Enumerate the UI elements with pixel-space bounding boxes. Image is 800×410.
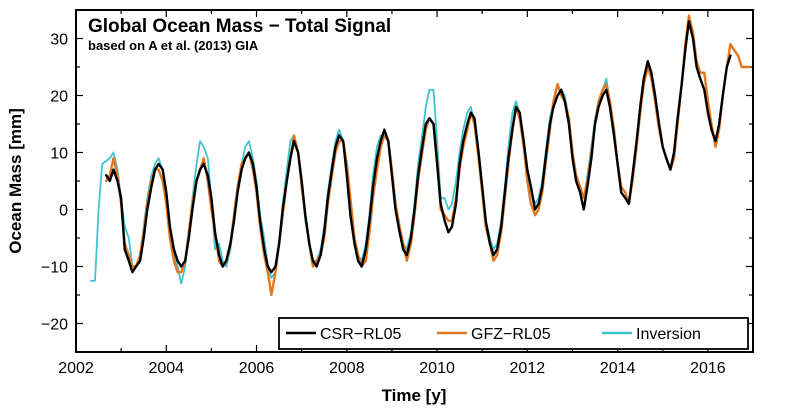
series-line-csr-rl05 xyxy=(104,20,732,274)
x-tick-label: 2008 xyxy=(329,360,365,377)
legend-label-gfz: GFZ−RL05 xyxy=(471,326,551,343)
legend-box xyxy=(278,317,749,350)
x-axis-title: Time [y] xyxy=(382,386,447,405)
x-tick-labels: 2002 2004 2006 2008 2010 2012 2014 2016 xyxy=(58,360,726,377)
x-tick-label: 2004 xyxy=(148,360,184,377)
x-tick-label: 2002 xyxy=(58,360,94,377)
legend: CSR−RL05 GFZ−RL05 Inversion xyxy=(278,317,749,350)
chart-title: Global Ocean Mass − Total Signal xyxy=(88,16,391,37)
y-tick-label: −20 xyxy=(41,317,68,334)
y-tick-label: 10 xyxy=(50,146,68,163)
y-tick-label: 20 xyxy=(50,89,68,106)
plot-area xyxy=(75,9,754,353)
chart-subtitle: based on A et al. (2013) GIA xyxy=(88,38,259,53)
legend-label-inversion: Inversion xyxy=(636,326,701,343)
x-tick-label: 2016 xyxy=(690,360,726,377)
legend-label-csr: CSR−RL05 xyxy=(320,326,401,343)
y-tick-label: −10 xyxy=(41,260,68,277)
x-tick-label: 2006 xyxy=(239,360,275,377)
series-layer xyxy=(90,14,751,297)
y-axis-title: Ocean Mass [mm] xyxy=(6,108,25,254)
x-tick-label: 2012 xyxy=(510,360,546,377)
y-tick-label: 0 xyxy=(59,203,68,220)
y-tick-labels: −20 −10 0 10 20 30 xyxy=(41,32,68,334)
x-tick-label: 2010 xyxy=(419,360,455,377)
x-tick-label: 2014 xyxy=(600,360,636,377)
y-tick-label: 30 xyxy=(50,32,68,49)
